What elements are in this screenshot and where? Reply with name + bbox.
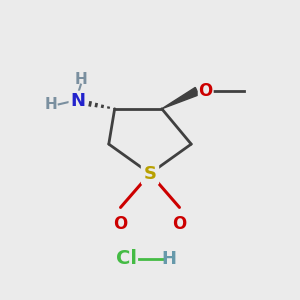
- Text: O: O: [172, 215, 187, 233]
- Text: H: H: [74, 72, 87, 87]
- Text: O: O: [199, 82, 213, 100]
- Polygon shape: [162, 87, 199, 109]
- Text: Cl: Cl: [116, 249, 137, 268]
- Text: H: H: [162, 250, 177, 268]
- Text: S: S: [143, 165, 157, 183]
- Text: N: N: [70, 92, 86, 110]
- Text: H: H: [45, 97, 58, 112]
- Text: O: O: [113, 215, 128, 233]
